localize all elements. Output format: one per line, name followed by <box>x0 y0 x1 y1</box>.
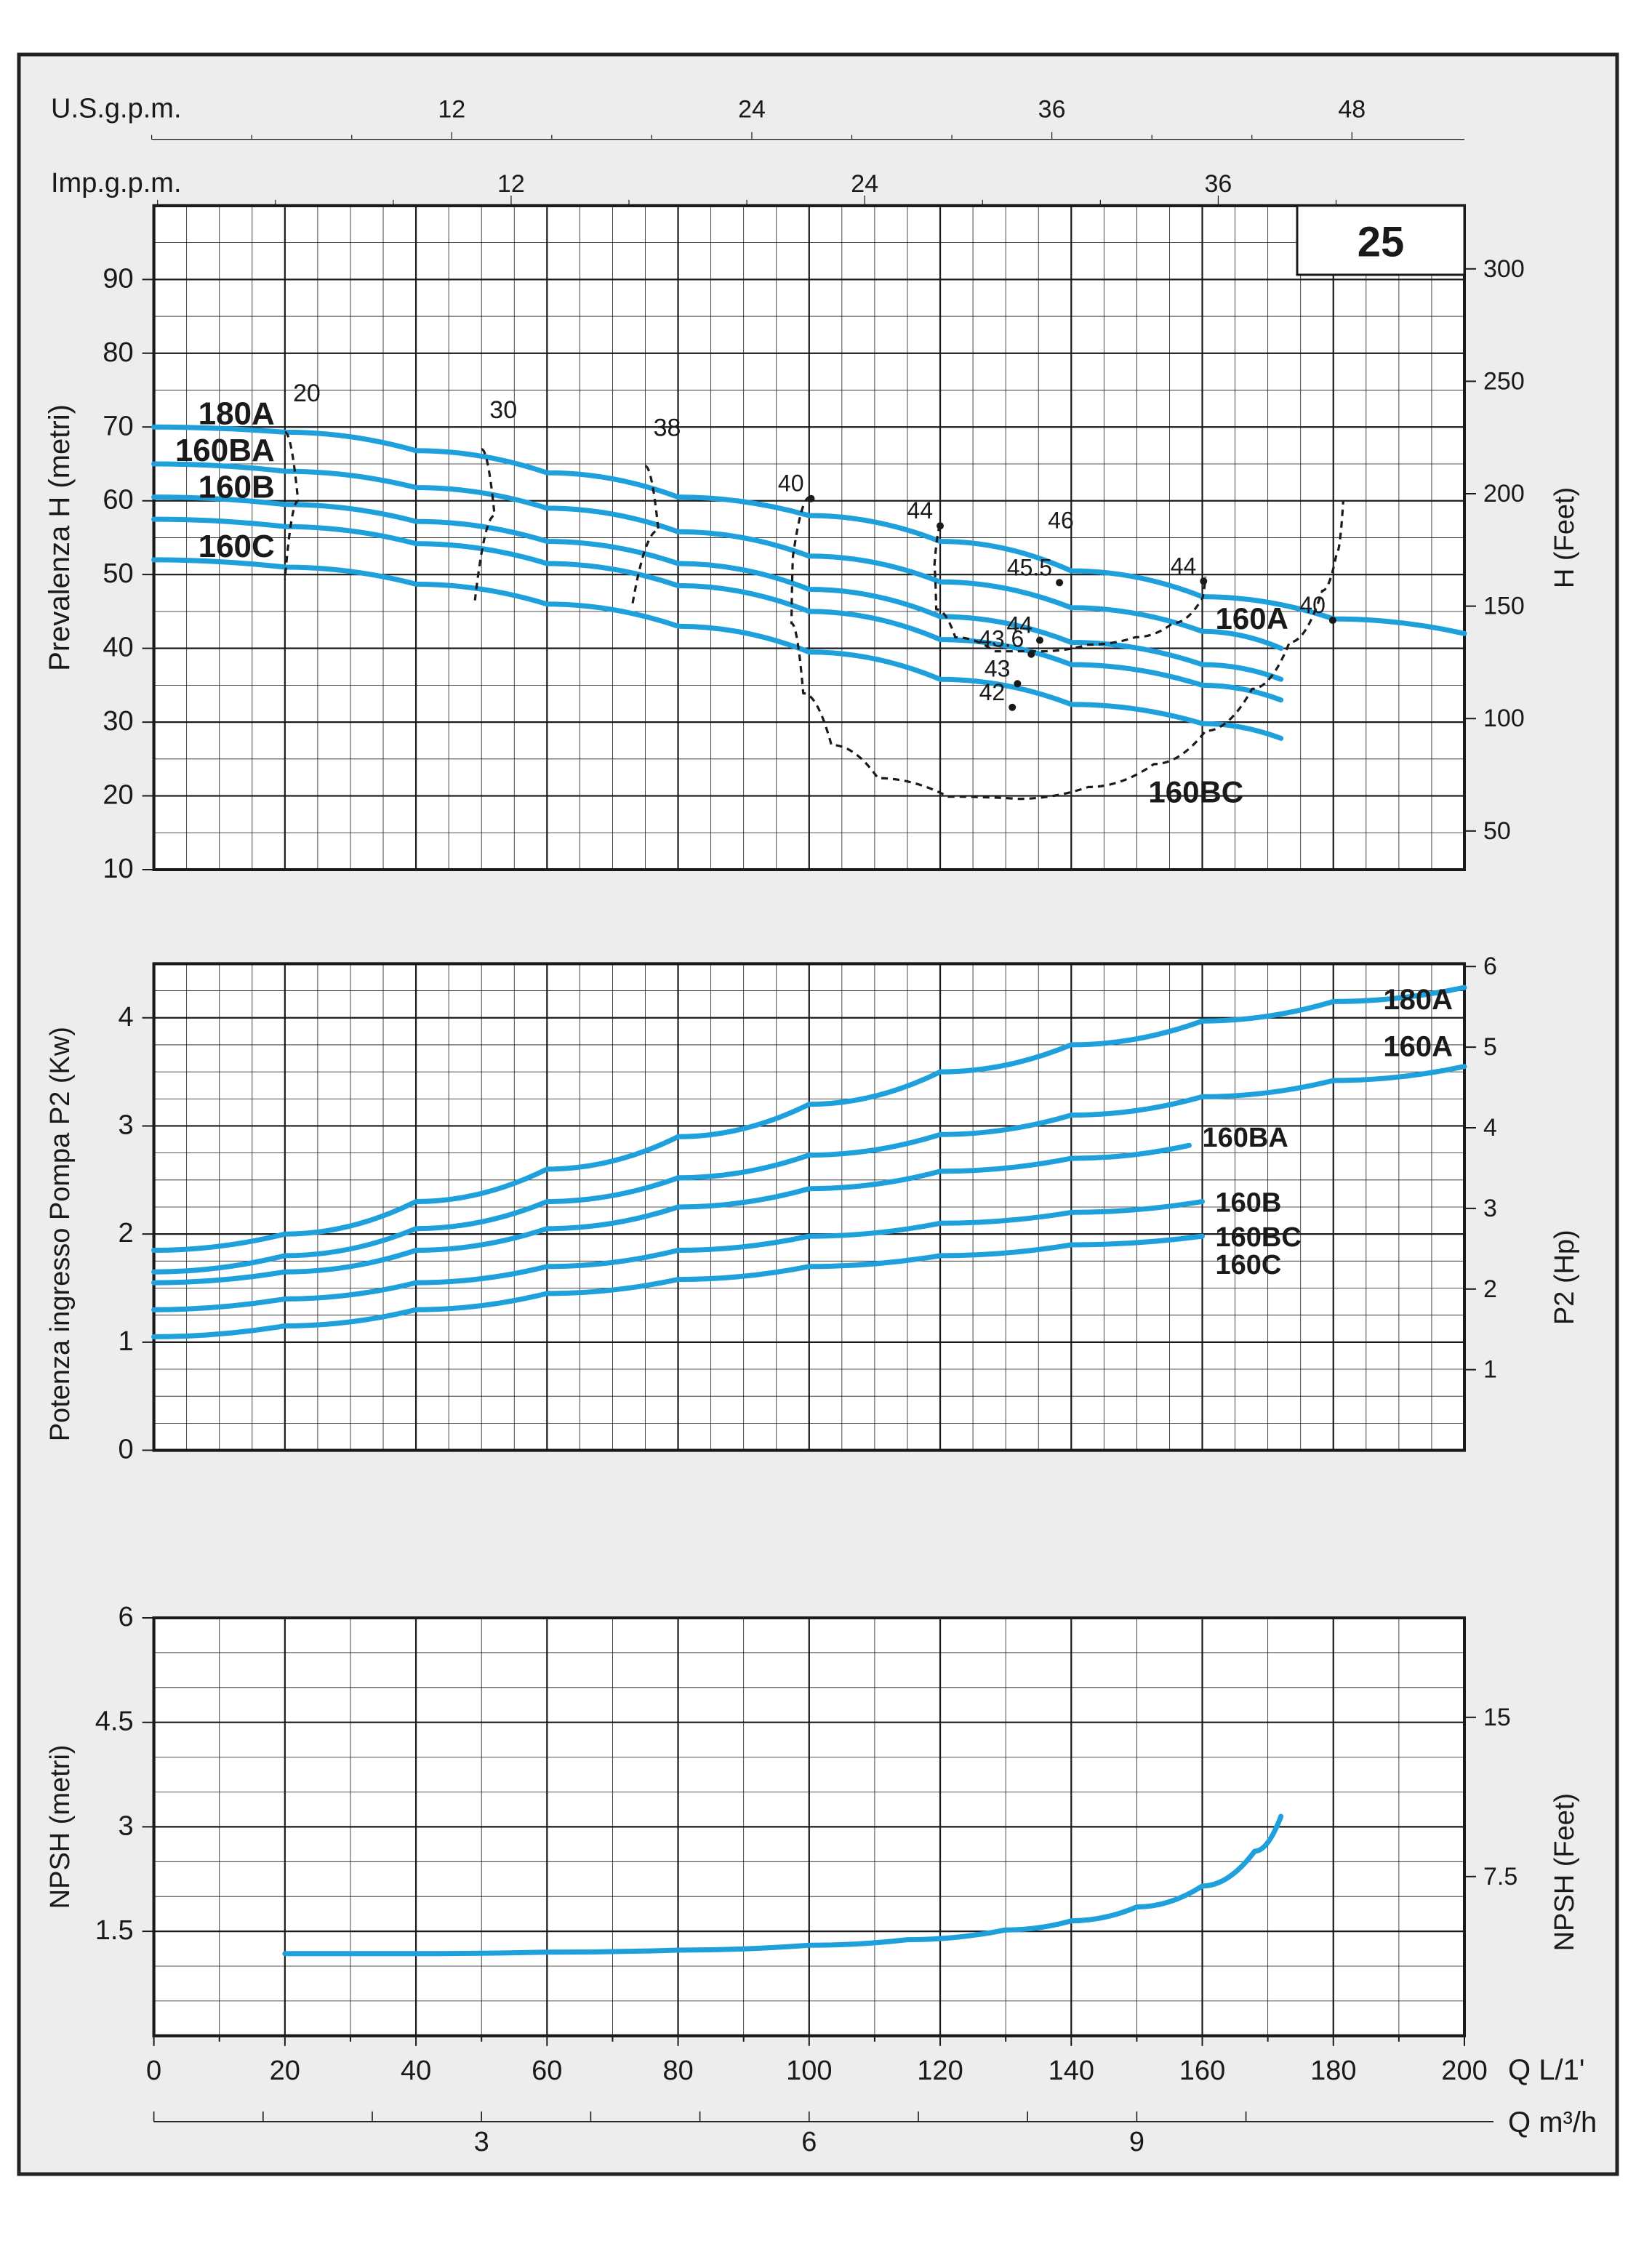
svg-text:15: 15 <box>1483 1704 1511 1731</box>
svg-text:45.5: 45.5 <box>1007 554 1052 580</box>
svg-text:4: 4 <box>1483 1114 1497 1142</box>
svg-text:1: 1 <box>1483 1356 1497 1384</box>
svg-text:40: 40 <box>778 470 804 497</box>
svg-text:300: 300 <box>1483 255 1525 283</box>
svg-text:40: 40 <box>1299 592 1326 618</box>
svg-text:6: 6 <box>1483 953 1497 980</box>
svg-text:1: 1 <box>118 1326 133 1357</box>
svg-text:180A: 180A <box>1383 984 1453 1016</box>
svg-text:160B: 160B <box>1216 1188 1282 1219</box>
svg-text:5: 5 <box>1483 1033 1497 1061</box>
svg-text:160C: 160C <box>199 529 275 564</box>
svg-text:0: 0 <box>118 1435 133 1465</box>
svg-text:100: 100 <box>786 2056 832 2086</box>
svg-text:4: 4 <box>118 1002 133 1033</box>
svg-text:6: 6 <box>801 2127 817 2157</box>
svg-text:20: 20 <box>103 780 133 811</box>
svg-text:30: 30 <box>489 396 517 424</box>
svg-text:140: 140 <box>1048 2056 1094 2086</box>
svg-text:160B: 160B <box>199 470 275 505</box>
svg-text:50: 50 <box>103 558 133 589</box>
svg-text:40: 40 <box>401 2056 431 2086</box>
svg-text:60: 60 <box>103 485 133 516</box>
svg-text:180A: 180A <box>199 396 275 431</box>
svg-text:Imp.g.p.m.: Imp.g.p.m. <box>51 168 182 199</box>
svg-text:Prevalenza H (metri): Prevalenza H (metri) <box>44 404 76 671</box>
svg-text:160A: 160A <box>1216 601 1288 636</box>
svg-text:36: 36 <box>1038 96 1066 124</box>
svg-text:Q L/1': Q L/1' <box>1508 2054 1584 2086</box>
svg-text:2: 2 <box>118 1218 133 1248</box>
svg-text:4.5: 4.5 <box>95 1707 134 1737</box>
svg-text:48: 48 <box>1338 96 1366 124</box>
svg-text:30: 30 <box>103 706 133 737</box>
svg-text:12: 12 <box>438 96 465 124</box>
svg-text:24: 24 <box>738 96 766 124</box>
svg-text:120: 120 <box>917 2056 963 2086</box>
svg-text:160A: 160A <box>1383 1031 1453 1063</box>
svg-text:9: 9 <box>1129 2127 1144 2157</box>
svg-text:80: 80 <box>662 2056 693 2086</box>
svg-text:43.6: 43.6 <box>979 626 1024 652</box>
svg-text:2: 2 <box>1483 1275 1497 1303</box>
svg-text:Q m³/h: Q m³/h <box>1508 2106 1597 2138</box>
svg-text:12: 12 <box>497 170 525 198</box>
svg-text:0: 0 <box>146 2056 161 2086</box>
svg-text:180: 180 <box>1310 2056 1356 2086</box>
svg-text:Potenza ingresso Pompa P2 (Kw): Potenza ingresso Pompa P2 (Kw) <box>45 1027 76 1441</box>
svg-text:70: 70 <box>103 411 133 441</box>
svg-text:60: 60 <box>532 2056 562 2086</box>
svg-text:160C: 160C <box>1216 1250 1282 1280</box>
svg-text:50: 50 <box>1483 817 1511 845</box>
svg-text:NPSH (metri): NPSH (metri) <box>45 1744 76 1909</box>
svg-text:1.5: 1.5 <box>95 1915 134 1946</box>
svg-text:160BA: 160BA <box>1203 1123 1288 1153</box>
svg-text:44: 44 <box>907 497 933 524</box>
svg-text:20: 20 <box>293 380 321 407</box>
svg-text:6: 6 <box>118 1602 133 1632</box>
svg-text:P2 (Hp): P2 (Hp) <box>1549 1230 1580 1325</box>
svg-text:24: 24 <box>851 170 878 198</box>
svg-text:250: 250 <box>1483 367 1525 395</box>
svg-text:200: 200 <box>1483 480 1525 508</box>
svg-text:40: 40 <box>103 633 133 663</box>
svg-text:U.S.g.p.m.: U.S.g.p.m. <box>51 94 182 124</box>
svg-text:25: 25 <box>1358 218 1405 265</box>
svg-text:200: 200 <box>1441 2056 1487 2086</box>
svg-text:42: 42 <box>979 679 1006 705</box>
svg-text:160BC: 160BC <box>1148 775 1243 809</box>
svg-text:80: 80 <box>103 337 133 368</box>
svg-text:NPSH (Feet): NPSH (Feet) <box>1549 1793 1580 1951</box>
svg-text:H (Feet): H (Feet) <box>1549 487 1580 588</box>
svg-text:44: 44 <box>1171 553 1197 579</box>
svg-text:3: 3 <box>1483 1195 1497 1222</box>
svg-text:46: 46 <box>1048 507 1074 533</box>
svg-text:160BC: 160BC <box>1216 1222 1302 1253</box>
svg-text:90: 90 <box>103 263 133 294</box>
svg-text:38: 38 <box>654 414 681 441</box>
svg-text:3: 3 <box>118 1110 133 1141</box>
svg-text:10: 10 <box>103 854 133 884</box>
svg-text:150: 150 <box>1483 593 1525 620</box>
svg-text:3: 3 <box>474 2127 489 2157</box>
svg-text:20: 20 <box>270 2056 300 2086</box>
svg-text:43: 43 <box>985 655 1011 681</box>
svg-text:3: 3 <box>118 1811 133 1841</box>
svg-text:7.5: 7.5 <box>1483 1863 1517 1891</box>
svg-text:160BA: 160BA <box>175 433 275 468</box>
svg-text:160: 160 <box>1179 2056 1225 2086</box>
svg-text:100: 100 <box>1483 705 1525 732</box>
svg-text:36: 36 <box>1204 170 1232 198</box>
